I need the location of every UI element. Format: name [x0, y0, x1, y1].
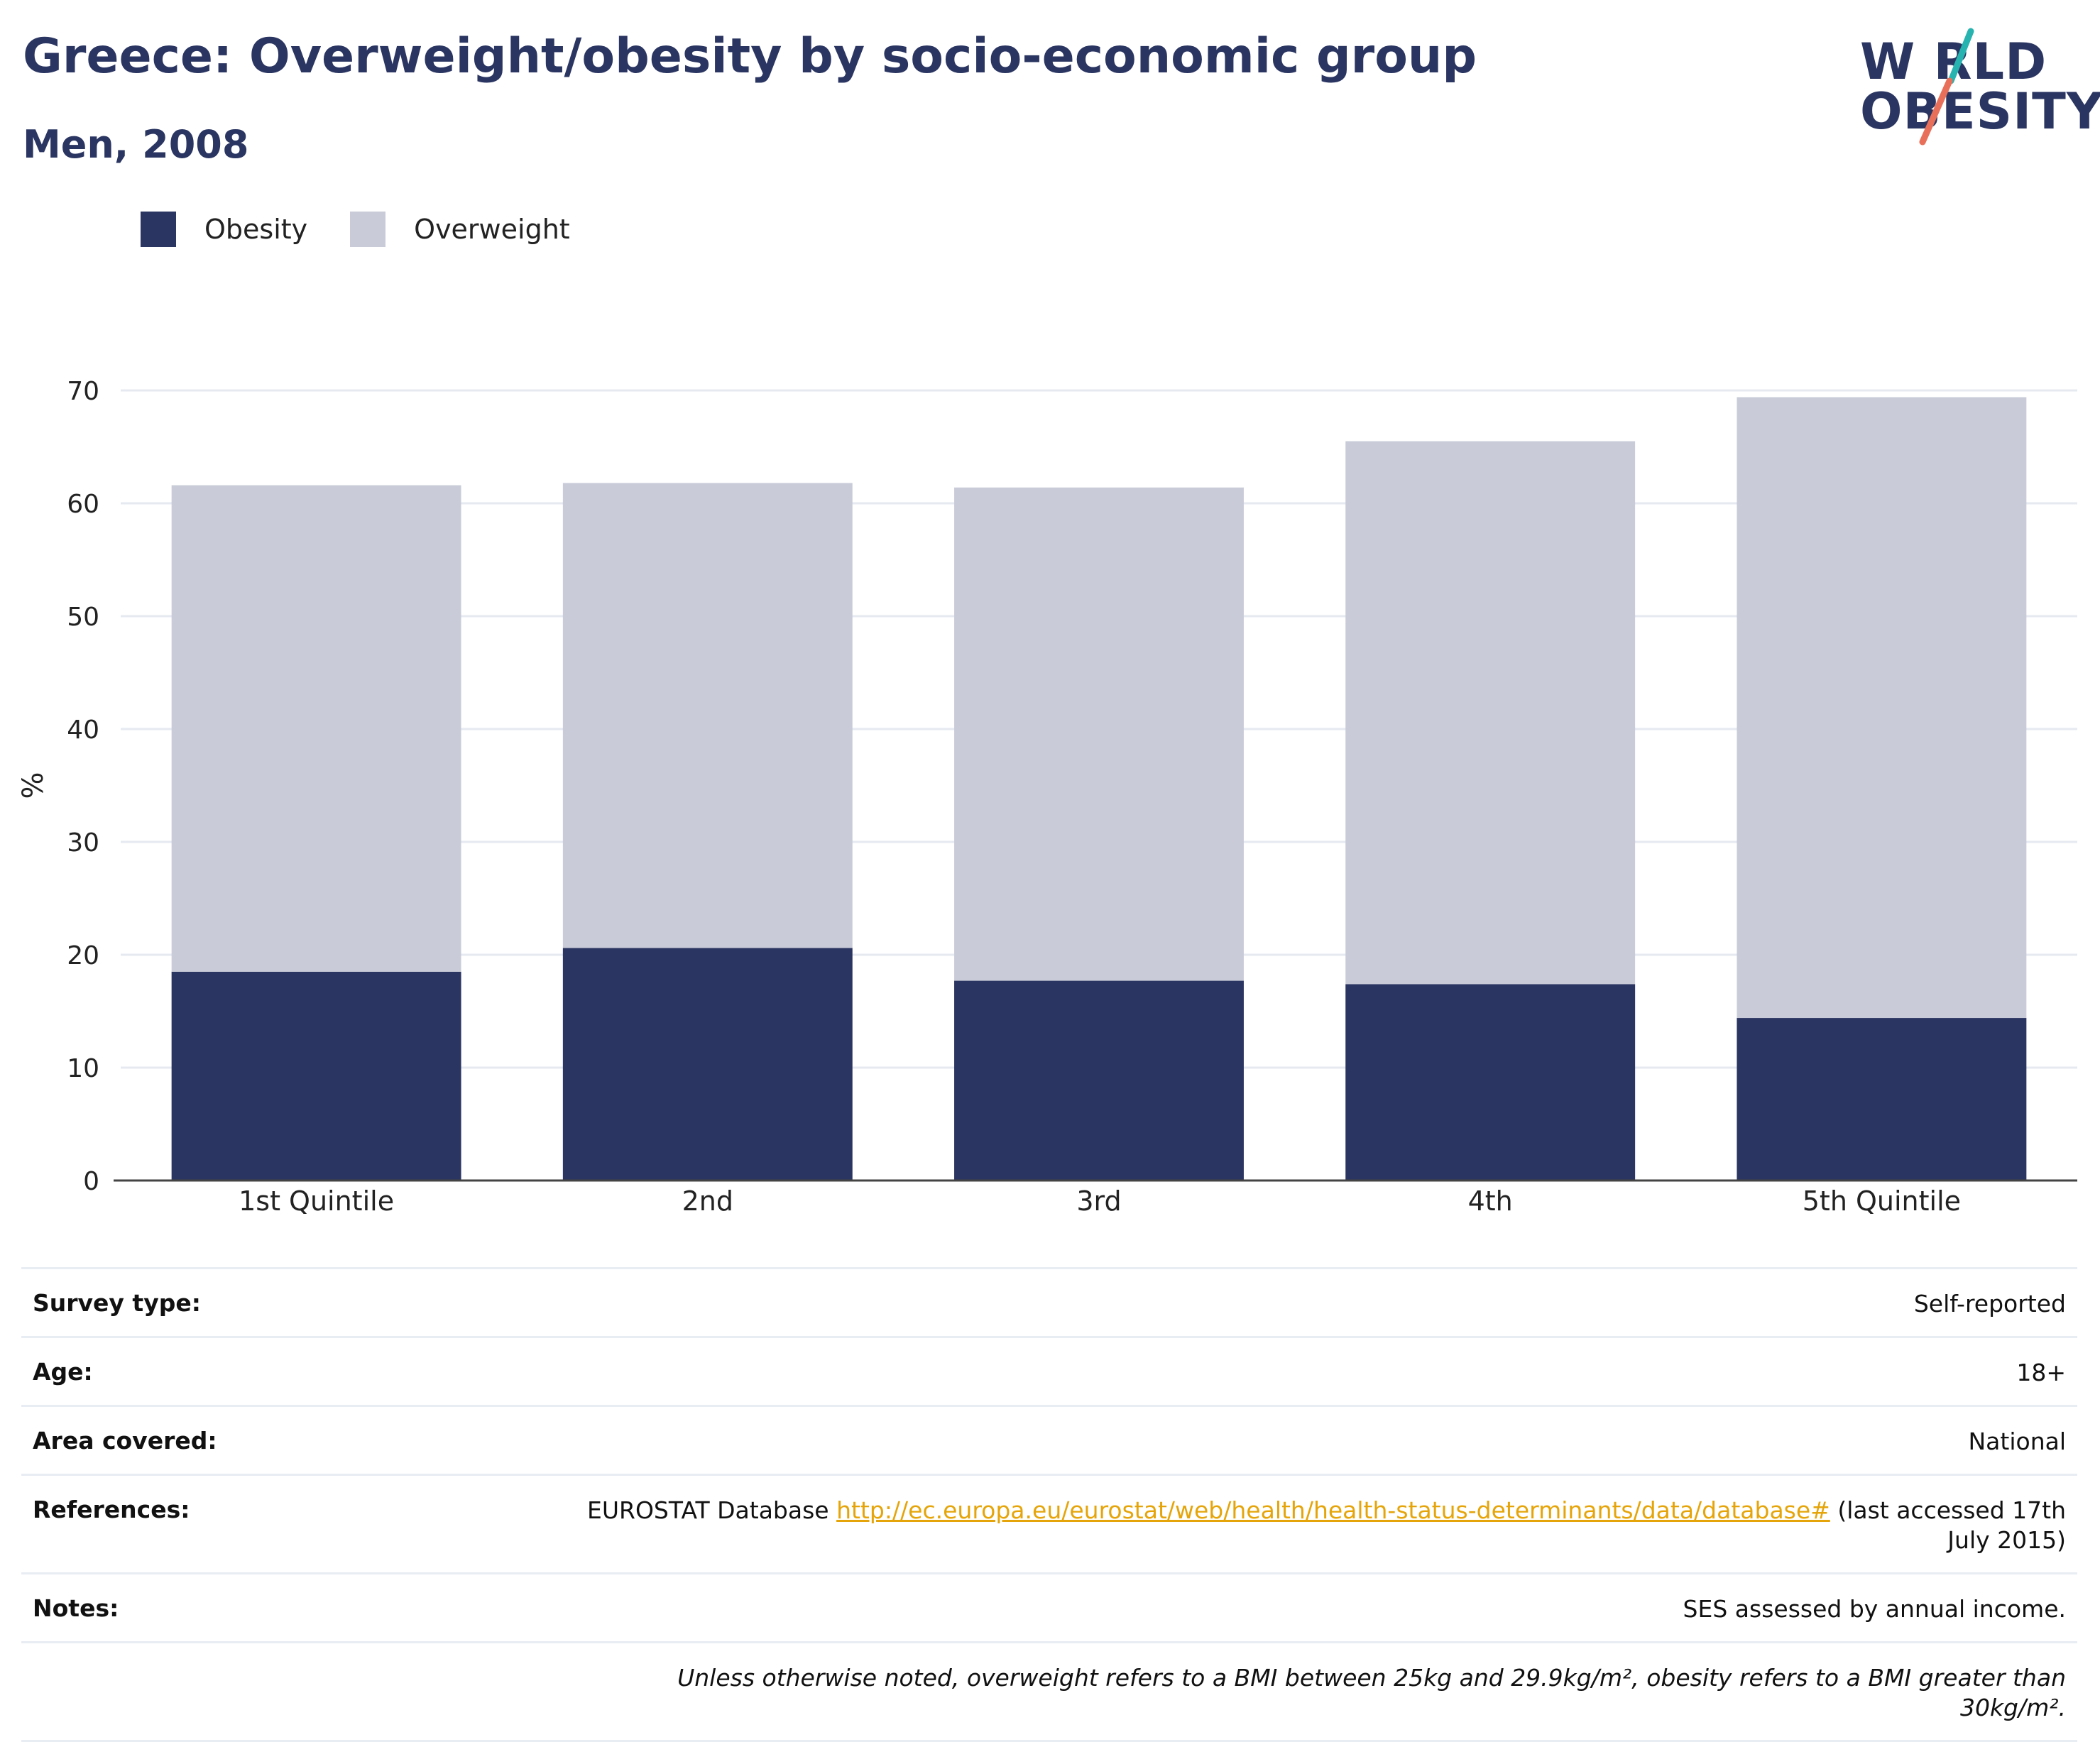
info-value: EUROSTAT Database http://ec.europa.eu/eu… — [575, 1496, 2066, 1555]
info-row-references: References: EUROSTAT Database http://ec.… — [21, 1474, 2077, 1572]
logo-line-2: OBESITY — [1860, 82, 2100, 141]
y-tick-label: 70 — [67, 377, 99, 406]
stacked-bar-chart: 0 10 20 30 40 50 60 70% 1st Quintile 2nd 3rd 4th 5th… — [17, 377, 2077, 1217]
y-axis-label: % — [17, 772, 50, 799]
info-key: Survey type: — [33, 1289, 201, 1317]
info-row-age: Age: 18+ — [21, 1336, 2077, 1405]
bar-overweight-3 — [954, 487, 1244, 981]
x-tick-label: 2nd — [682, 1185, 733, 1217]
y-tick-label: 50 — [67, 603, 99, 632]
bar-obesity-1 — [171, 971, 461, 1180]
x-tick-label: 1st Quintile — [239, 1185, 394, 1217]
info-row-area: Area covered: National — [21, 1405, 2077, 1474]
info-table: Survey type: Self-reported Age: 18+ Area… — [21, 1267, 2077, 1742]
bar-obesity-5 — [1737, 1018, 2027, 1180]
bar-overweight-1 — [171, 485, 461, 972]
x-tick-label: 4th — [1468, 1185, 1513, 1217]
info-row-footnote: Unless otherwise noted, overweight refer… — [21, 1641, 2077, 1742]
info-key: Notes: — [33, 1594, 119, 1622]
world-obesity-logo: W RLD OBESITY — [1846, 21, 2100, 149]
bar-obesity-2 — [562, 948, 853, 1180]
y-tick-label: 60 — [67, 490, 99, 519]
page-title: Greece: Overweight/obesity by socio-econ… — [23, 28, 1477, 84]
y-tick-label: 20 — [67, 941, 99, 970]
info-row-survey-type: Survey type: Self-reported — [21, 1267, 2077, 1336]
y-tick-label: 30 — [67, 828, 99, 858]
info-key: Age: — [33, 1358, 93, 1386]
info-row-notes: Notes: SES assessed by annual income. — [21, 1572, 2077, 1641]
legend-swatch-obesity — [141, 212, 176, 247]
chart-legend: Obesity Overweight — [141, 212, 613, 247]
legend-item-overweight[interactable]: Overweight — [350, 212, 570, 247]
bar-overweight-2 — [562, 483, 853, 948]
legend-item-obesity[interactable]: Obesity — [141, 212, 307, 247]
info-key: References: — [33, 1496, 190, 1523]
x-tick-label: 5th Quintile — [1803, 1185, 1961, 1217]
page-subtitle: Men, 2008 — [23, 122, 249, 167]
legend-label-obesity: Obesity — [204, 214, 308, 245]
y-tick-label: 0 — [83, 1167, 99, 1196]
reference-prefix: EUROSTAT Database — [587, 1496, 837, 1524]
reference-link[interactable]: http://ec.europa.eu/eurostat/web/health/… — [836, 1496, 1830, 1524]
info-value: SES assessed by annual income. — [1683, 1595, 2066, 1623]
info-value: Self-reported — [1913, 1290, 2066, 1318]
reference-suffix: (last accessed 17th July 2015) — [1830, 1496, 2066, 1554]
footnote: Unless otherwise noted, overweight refer… — [677, 1664, 2066, 1721]
x-tick-label: 3rd — [1076, 1185, 1121, 1217]
info-value: 18+ — [2016, 1359, 2066, 1386]
legend-label-overweight: Overweight — [414, 214, 570, 245]
y-tick-label: 10 — [67, 1054, 99, 1083]
bar-overweight-4 — [1345, 441, 1636, 985]
bar-obesity-4 — [1345, 984, 1636, 1180]
legend-swatch-overweight — [350, 212, 386, 247]
info-value: National — [1968, 1428, 2066, 1455]
bar-obesity-3 — [954, 980, 1244, 1180]
logo-slash-icon — [1919, 28, 1974, 146]
y-tick-label: 40 — [67, 716, 99, 745]
info-key: Area covered: — [33, 1427, 217, 1455]
bar-overweight-5 — [1737, 397, 2027, 1019]
